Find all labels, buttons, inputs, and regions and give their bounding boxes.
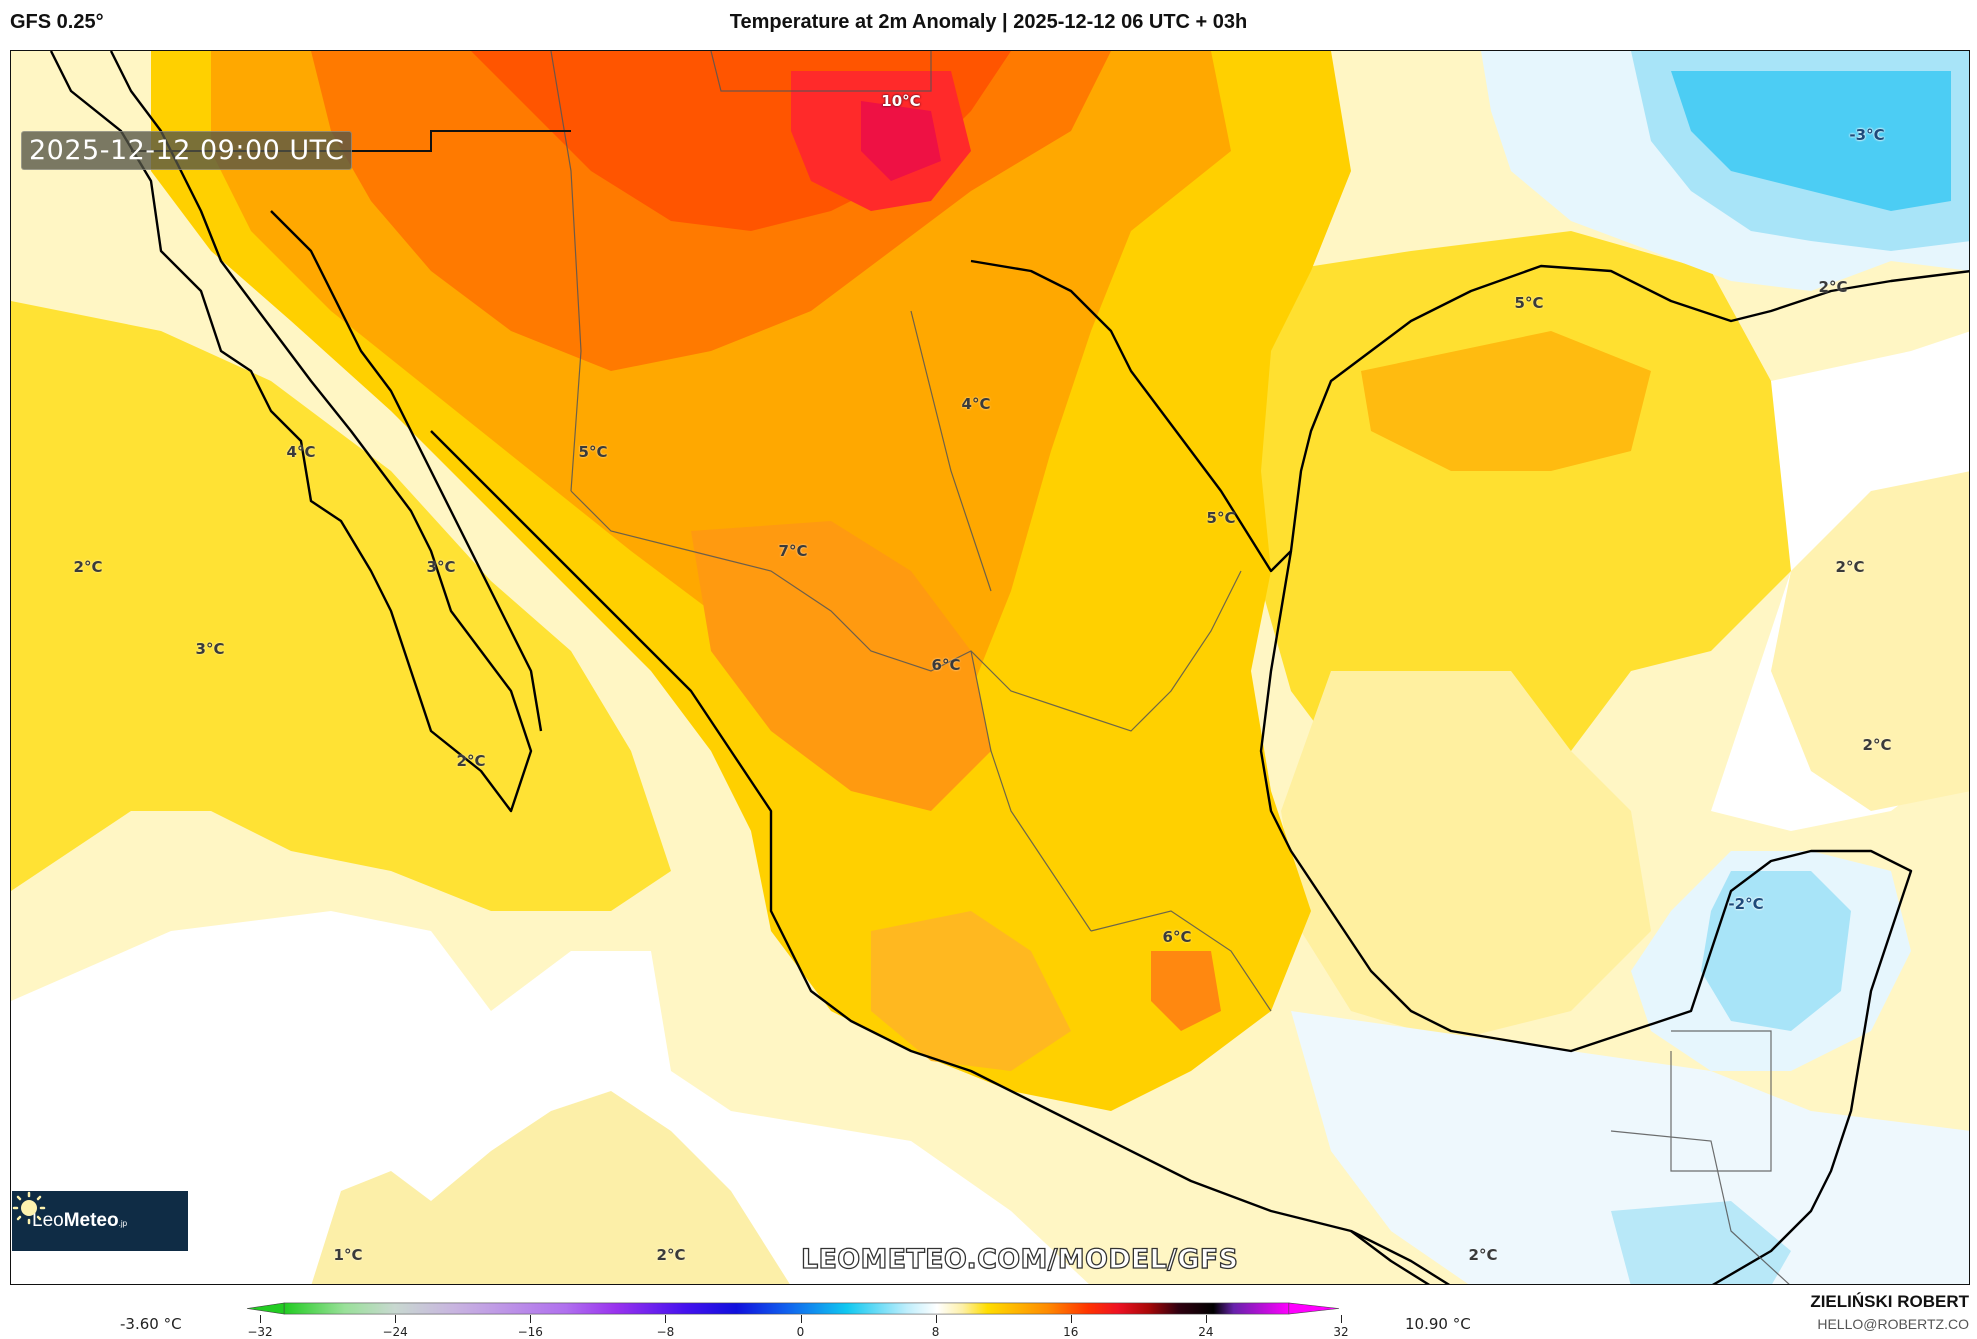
contour-label: 3°C [426, 558, 456, 576]
colorbar-tick-label: −16 [517, 1325, 543, 1339]
contour-label: 2°C [456, 752, 486, 770]
colorbar-min-value: -3.60 °C [120, 1315, 182, 1333]
colorbar-tick-label: −8 [656, 1325, 675, 1339]
logo-wordmark: LeoMeteo.jp [32, 1210, 128, 1231]
colorbar-tick [395, 1315, 397, 1323]
colorbar-tick-label: 24 [1198, 1325, 1214, 1339]
colorbar-tick [1205, 1315, 1207, 1323]
source-watermark: LEOMETEO.COM/MODEL/GFS [800, 1243, 1239, 1275]
colorbar-tick-label: 32 [1333, 1325, 1349, 1339]
author-credit: ZIELIŃSKI ROBERT [1810, 1292, 1969, 1311]
contour-label: 6°C [931, 656, 961, 674]
valid-time-label: 2025-12-12 09:00 UTC [21, 131, 353, 170]
contour-label: 10°C [881, 92, 921, 110]
colorbar-tick [935, 1315, 937, 1323]
contour-label: 5°C [1514, 294, 1544, 312]
contour-label: 1°C [333, 1246, 363, 1264]
anomaly-map[interactable]: 2025-12-12 09:00 UTC 10°C -3°C 2°C 5°C 4°C 4°… [10, 50, 1970, 1285]
contour-label: 5°C [1206, 509, 1236, 527]
leometeo-logo[interactable]: LeoMeteo.jp [12, 1191, 188, 1251]
contour-label: 2°C [1818, 278, 1848, 296]
contour-label: 2°C [1835, 558, 1865, 576]
contour-label: 6°C [1162, 928, 1192, 946]
colorbar-tick-label: −24 [382, 1325, 408, 1339]
colorbar-tick [260, 1315, 261, 1323]
contour-label: 4°C [286, 443, 316, 461]
colorbar-tick [1070, 1315, 1072, 1323]
colorbar-tick [530, 1315, 532, 1323]
colorbar-max-value: 10.90 °C [1405, 1315, 1471, 1333]
colorbar-tick [1341, 1315, 1342, 1323]
contour-label: 2°C [656, 1246, 686, 1264]
contour-label: 2°C [73, 558, 103, 576]
map-canvas [11, 51, 1969, 1284]
author-email[interactable]: HELLO@ROBERTZ.CO [1817, 1316, 1969, 1332]
colorbar [246, 1302, 1340, 1315]
contour-label: 5°C [578, 443, 608, 461]
colorbar-tick [800, 1315, 802, 1323]
contour-label: 2°C [1468, 1246, 1498, 1264]
contour-label: 3°C [195, 640, 225, 658]
colorbar-tick [665, 1315, 667, 1323]
colorbar-tick-label: −32 [247, 1325, 273, 1339]
contour-label: 4°C [961, 395, 991, 413]
colorbar-tick-label: 8 [931, 1325, 940, 1339]
contour-label: -3°C [1849, 126, 1885, 144]
model-name: GFS 0.25° [10, 11, 104, 33]
contour-label: -2°C [1728, 895, 1764, 913]
chart-title: Temperature at 2m Anomaly | 2025-12-12 0… [729, 11, 1248, 33]
colorbar-tick-label: 16 [1063, 1325, 1079, 1339]
colorbar-tick-label: 0 [796, 1325, 805, 1339]
contour-label: 2°C [1862, 736, 1892, 754]
contour-label: 7°C [778, 542, 808, 560]
